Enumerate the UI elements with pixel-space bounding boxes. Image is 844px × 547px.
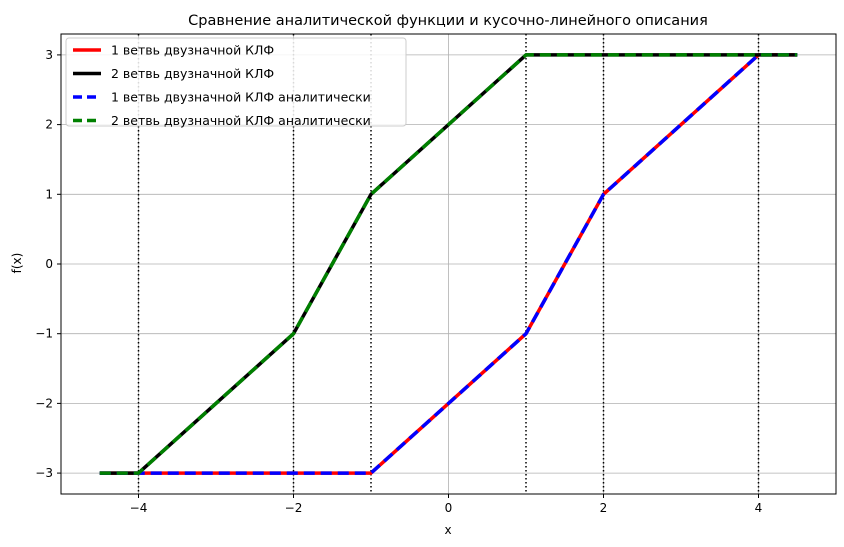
y-tick-label: −1 [35,327,53,341]
x-axis-title: x [444,523,451,537]
y-tick-label: 2 [45,118,53,132]
x-tick-label: 0 [445,501,453,515]
x-tick-label: −2 [285,501,303,515]
y-tick-label: −2 [35,396,53,410]
x-tick-label: 4 [755,501,763,515]
legend-label: 1 ветвь двузначной КЛФ [111,43,274,58]
series-lines [99,53,798,475]
x-tick-label: 2 [600,501,608,515]
legend-label: 2 ветвь двузначной КЛФ [111,66,274,81]
chart-title: Сравнение аналитической функции и кусочн… [188,13,708,29]
series-line-3 [99,53,798,475]
axis-ticks: −4 −2 0 2 4 −3 −2 −1 0 1 2 3 [35,48,762,515]
y-tick-label: 3 [45,48,53,62]
legend: 1 ветвь двузначной КЛФ 2 ветвь двузначной… [65,37,407,128]
y-axis-title: f(x) [10,253,24,274]
legend-box [65,37,407,127]
x-tick-label: −4 [130,501,148,515]
y-tick-label: 1 [45,187,53,201]
series-line-4 [99,53,798,475]
legend-label: 2 ветвь двузначной КЛФ аналитически [111,113,371,128]
legend-label: 1 ветвь двузначной КЛФ аналитически [111,90,371,105]
y-tick-label: −3 [35,466,53,480]
y-tick-label: 0 [45,257,53,271]
